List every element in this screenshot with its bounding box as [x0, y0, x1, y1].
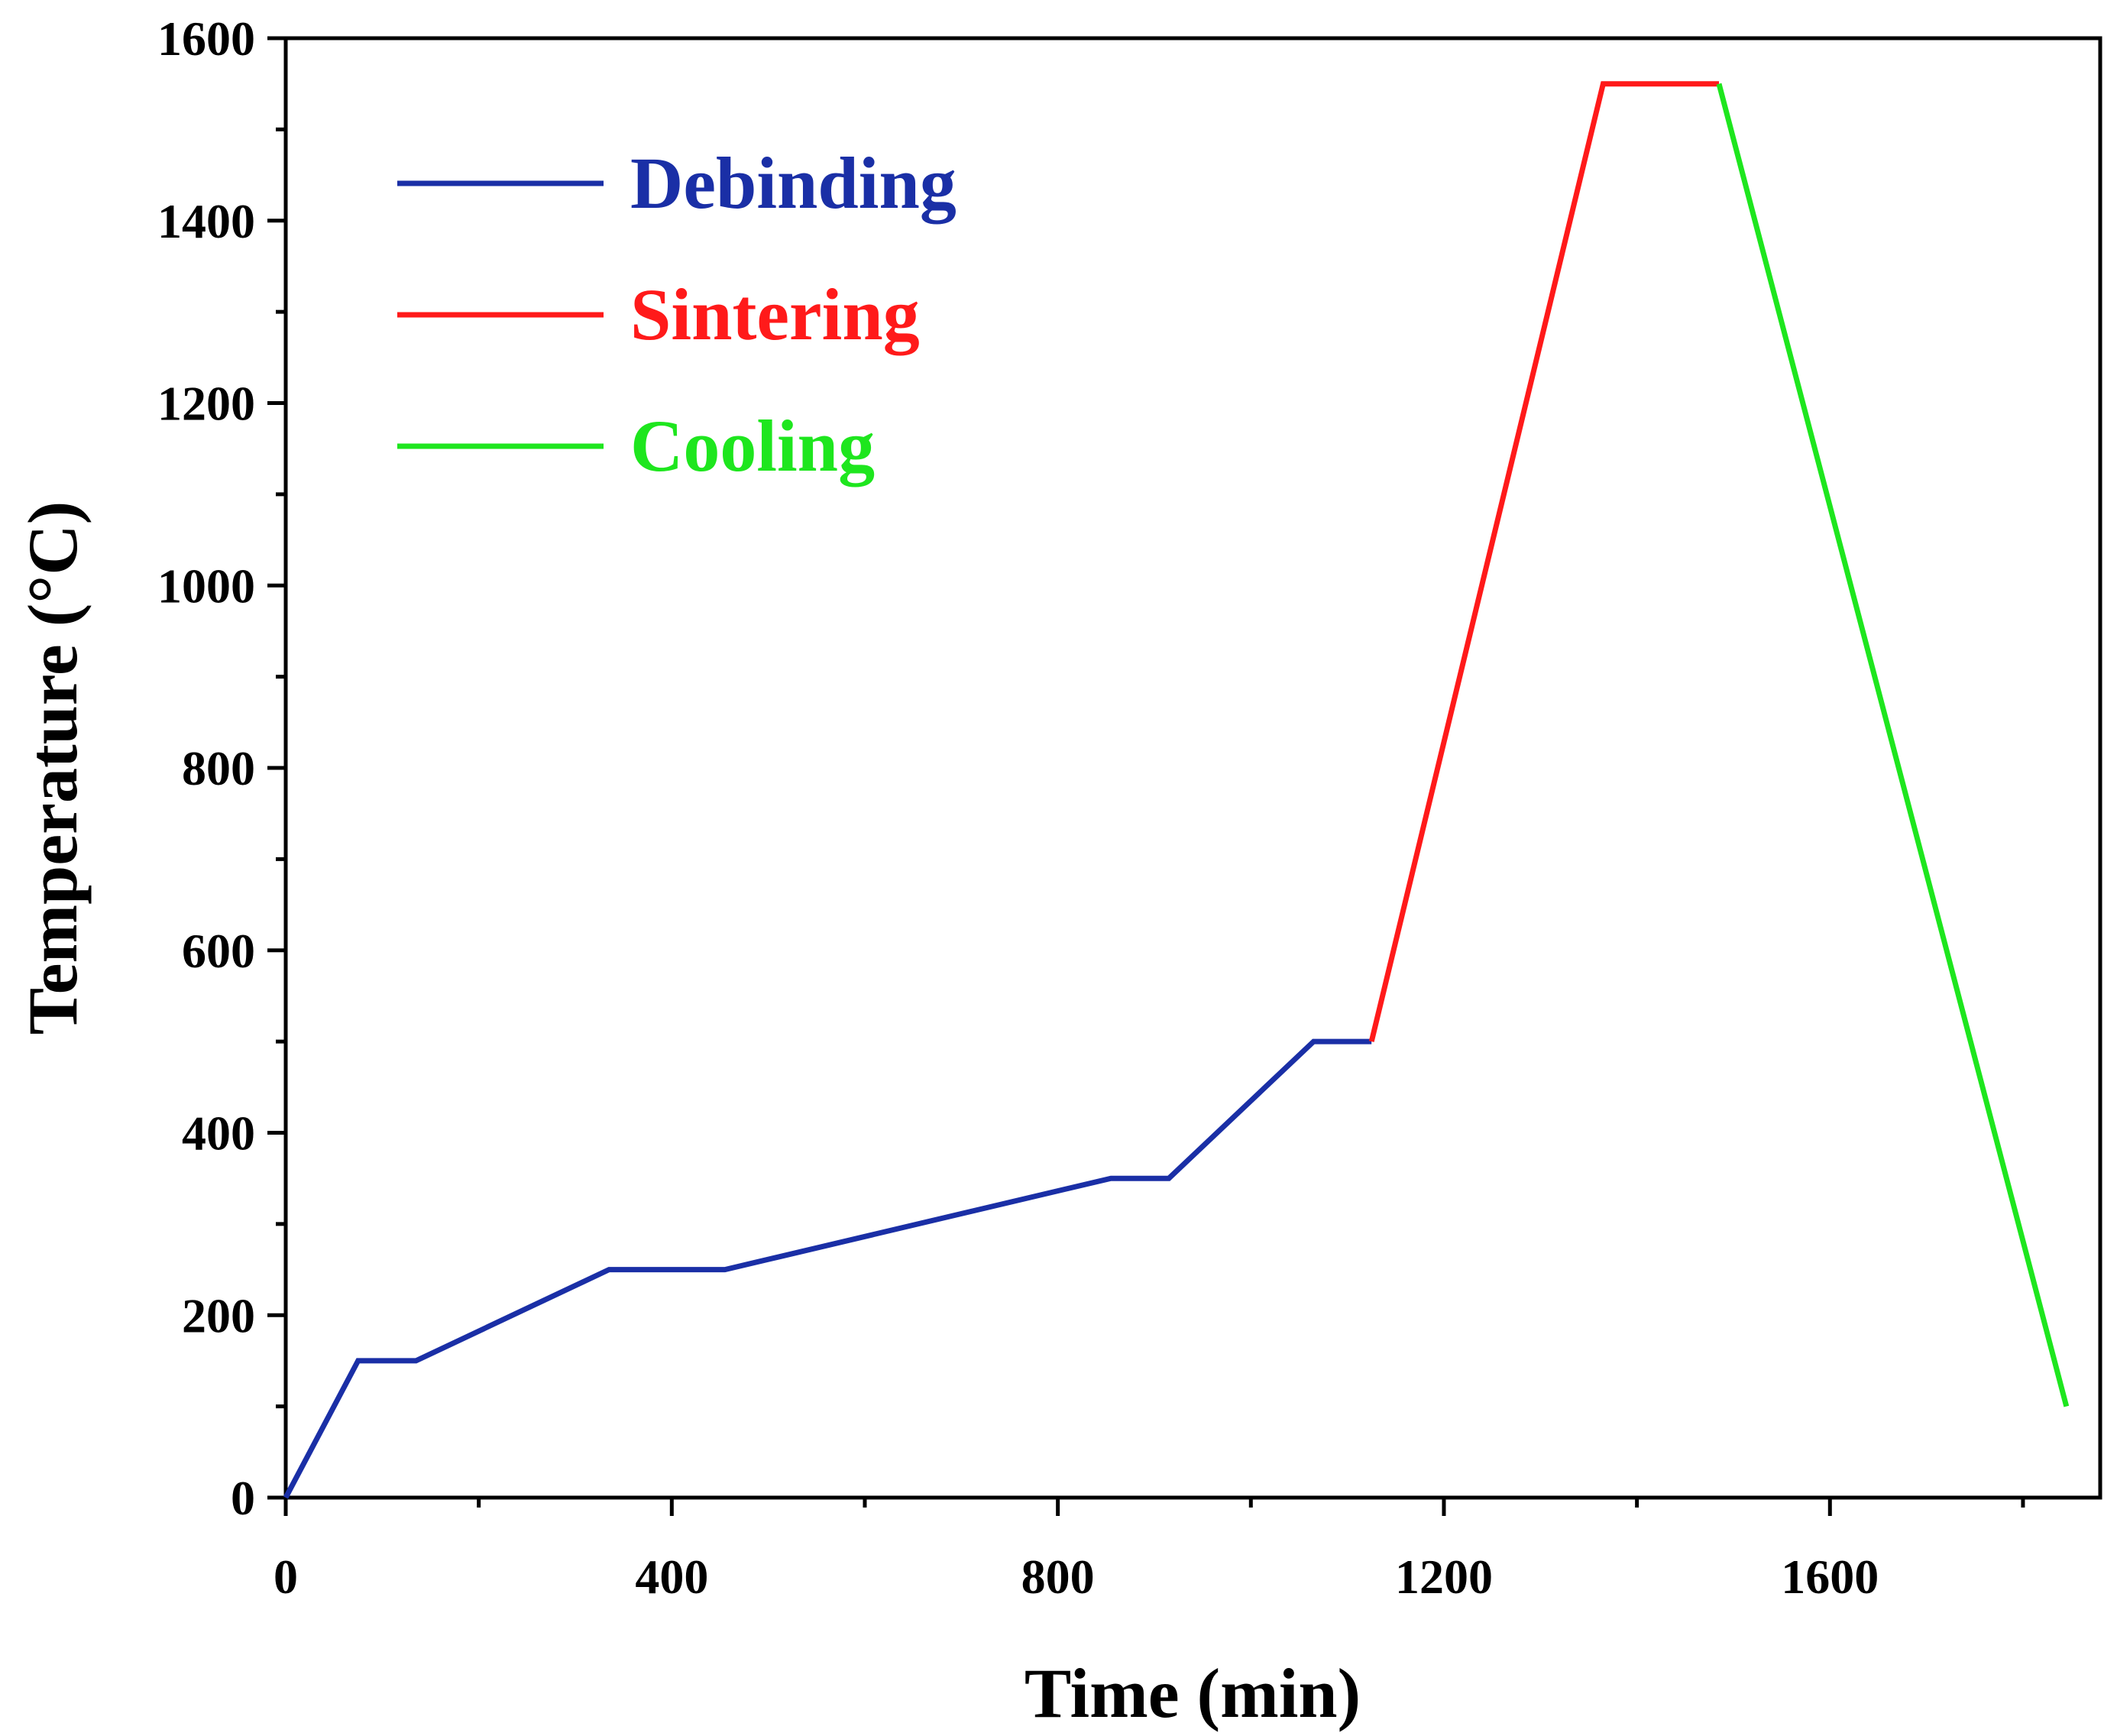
- plot-frame: [283, 36, 2102, 1500]
- y-tick-labels: 0 200 400 600 800 1000 1200 1400 1600: [157, 11, 255, 1525]
- legend-label-debinding: Debinding: [630, 142, 957, 224]
- x-tick-label: 800: [1021, 1550, 1095, 1604]
- x-tick-label: 1200: [1395, 1550, 1493, 1604]
- y-tick-label: 800: [182, 741, 255, 795]
- legend-label-cooling: Cooling: [630, 405, 875, 487]
- x-tick-label: 1600: [1781, 1550, 1879, 1604]
- y-tick-label: 400: [182, 1106, 255, 1161]
- y-tick-label: 200: [182, 1288, 255, 1342]
- y-tick-label: 600: [182, 924, 255, 978]
- x-tick-labels: 0 400 800 1200 1600: [274, 1550, 1879, 1604]
- series-line-debinding: [283, 1038, 1372, 1499]
- series-line-cooling: [1716, 83, 2070, 1407]
- minor-ticks: [276, 127, 2025, 1508]
- y-tick-label: 1400: [157, 194, 255, 248]
- series-line-sintering: [1368, 81, 1719, 1042]
- y-tick-label: 1200: [157, 377, 255, 431]
- legend: Debinding Sintering Cooling: [397, 142, 957, 487]
- y-tick-label: 1600: [157, 11, 255, 66]
- y-tick-label: 1000: [157, 559, 255, 613]
- x-axis-title: Time (min): [1025, 1654, 1361, 1732]
- y-tick-label: 0: [231, 1471, 255, 1525]
- legend-label-sintering: Sintering: [630, 274, 920, 355]
- series-lines: [283, 81, 2070, 1499]
- x-tick-label: 400: [635, 1550, 708, 1604]
- major-ticks: [267, 36, 1832, 1516]
- x-tick-label: 0: [274, 1550, 298, 1604]
- y-axis-title: Temperature (°C): [14, 501, 92, 1035]
